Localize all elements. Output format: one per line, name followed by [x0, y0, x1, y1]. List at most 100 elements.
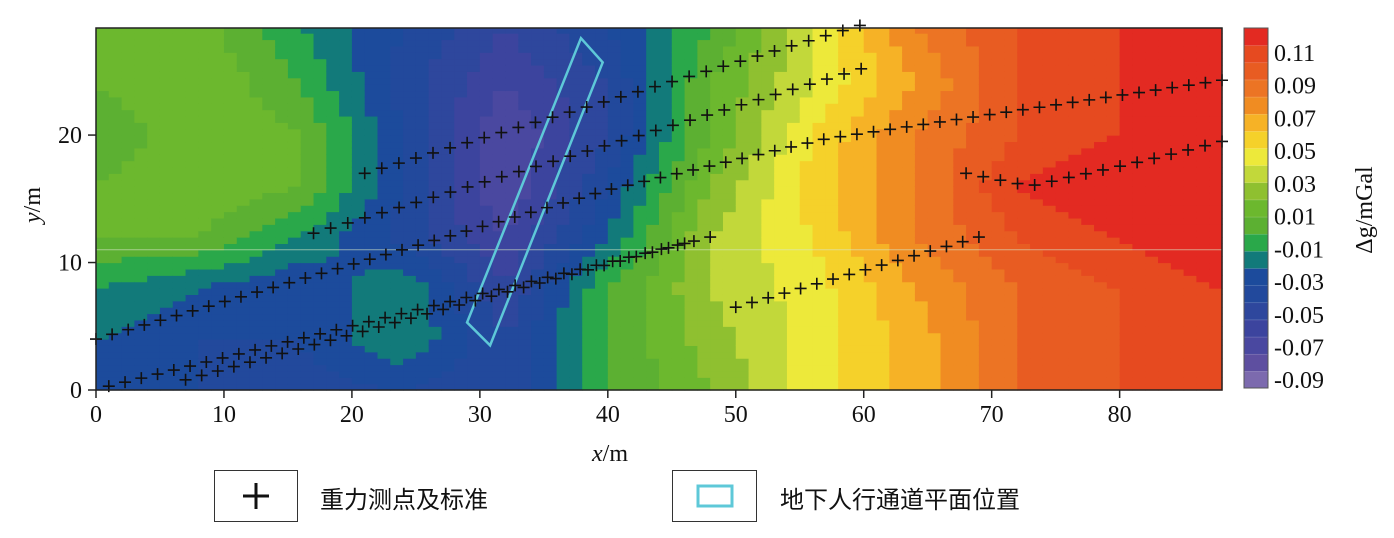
contour-cell — [236, 90, 251, 98]
contour-cell — [735, 39, 750, 47]
contour-cell — [978, 300, 993, 308]
contour-cell — [262, 294, 276, 302]
contour-cell — [889, 160, 903, 168]
contour-cell — [620, 205, 635, 213]
contour-cell — [902, 109, 916, 117]
contour-cell — [1017, 154, 1031, 162]
contour-cell — [275, 135, 289, 143]
contour-cell — [799, 370, 814, 378]
contour-cell — [249, 268, 263, 276]
contour-cell — [812, 84, 826, 92]
contour-cell — [543, 103, 558, 111]
contour-cell — [134, 90, 148, 98]
contour-cell — [313, 275, 327, 283]
contour-cell — [211, 90, 225, 98]
contour-cell — [774, 135, 788, 143]
contour-cell — [1030, 358, 1044, 366]
contour-cell — [978, 45, 993, 53]
contour-cell — [607, 173, 622, 181]
contour-cell — [722, 319, 737, 327]
contour-cell — [505, 141, 519, 149]
contour-cell — [1170, 77, 1185, 85]
contour-cell — [812, 217, 826, 225]
contour-cell — [313, 307, 327, 315]
contour-cell — [1170, 288, 1185, 296]
contour-cell — [748, 198, 762, 206]
contour-cell — [531, 90, 545, 98]
contour-cell — [185, 224, 199, 232]
contour-cell — [812, 275, 826, 283]
contour-cell — [1158, 109, 1172, 117]
contour-cell — [415, 52, 430, 60]
contour-cell — [1017, 109, 1031, 117]
contour-cell — [927, 122, 942, 130]
contour-cell — [607, 319, 622, 327]
contour-cell — [403, 77, 417, 85]
contour-cell — [582, 256, 596, 264]
contour-cell — [185, 128, 199, 136]
contour-cell — [262, 103, 276, 111]
contour-cell — [595, 192, 609, 200]
contour-cell — [1030, 351, 1044, 359]
contour-cell — [262, 128, 276, 136]
contour-cell — [121, 262, 135, 270]
contour-cell — [556, 84, 571, 92]
contour-cell — [774, 103, 788, 111]
contour-cell — [914, 64, 929, 72]
contour-cell — [198, 339, 212, 346]
contour-cell — [646, 64, 660, 72]
contour-cell — [659, 307, 673, 315]
contour-cell — [607, 300, 622, 308]
contour-cell — [761, 109, 775, 117]
contour-cell — [249, 39, 263, 47]
contour-cell — [569, 28, 583, 34]
contour-cell — [889, 141, 903, 149]
contour-cell — [569, 300, 583, 308]
contour-cell — [1042, 326, 1057, 334]
contour-cell — [364, 205, 379, 213]
contour-cell — [108, 351, 123, 359]
contour-cell — [1094, 377, 1108, 385]
contour-cell — [377, 370, 391, 378]
contour-cell — [1081, 90, 1095, 98]
contour-cell — [825, 160, 839, 168]
contour-cell — [223, 288, 238, 296]
contour-cell — [966, 313, 980, 321]
contour-cell — [287, 237, 302, 245]
contour-cell — [620, 288, 635, 296]
contour-cell — [300, 249, 315, 257]
contour-cell — [262, 77, 276, 85]
contour-cell — [1196, 211, 1210, 219]
contour-cell — [147, 281, 161, 289]
contour-cell — [748, 288, 762, 296]
contour-cell — [198, 243, 212, 251]
contour-cell — [351, 179, 366, 187]
contour-cell — [1081, 339, 1095, 346]
contour-cell — [300, 205, 315, 213]
contour-cell — [1094, 230, 1108, 238]
contour-cell — [1145, 71, 1159, 79]
contour-cell — [518, 268, 532, 276]
contour-cell — [633, 288, 647, 296]
contour-cell — [518, 122, 532, 130]
contour-cell — [364, 351, 379, 359]
contour-cell — [390, 39, 404, 47]
contour-cell — [377, 122, 391, 130]
contour-cell — [659, 45, 673, 53]
contour-cell — [799, 224, 814, 232]
contour-cell — [159, 358, 174, 366]
contour-cell — [595, 224, 609, 232]
contour-cell — [620, 58, 635, 66]
contour-cell — [927, 230, 942, 238]
contour-cell — [505, 109, 519, 117]
contour-cell — [722, 64, 737, 72]
contour-cell — [531, 45, 545, 53]
contour-cell — [748, 90, 762, 98]
contour-cell — [108, 147, 123, 155]
contour-cell — [1081, 58, 1095, 66]
contour-cell — [684, 351, 698, 359]
contour-cell — [620, 147, 635, 155]
contour-cell — [1017, 281, 1031, 289]
contour-cell — [748, 103, 762, 111]
contour-cell — [953, 358, 967, 366]
